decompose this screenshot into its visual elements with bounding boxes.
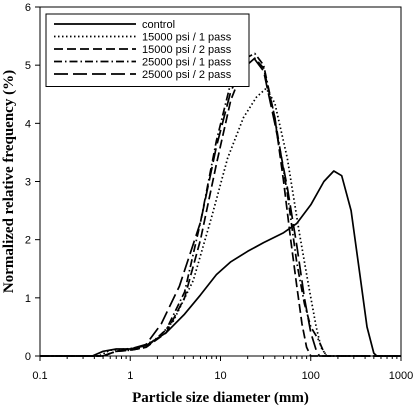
y-tick-label: 5 [25, 60, 31, 72]
y-axis-title: Normalized relative frequency (%) [1, 70, 17, 293]
legend-label: control [142, 19, 175, 31]
y-tick-label: 0 [25, 351, 31, 363]
legend-label: 15000 psi / 1 pass [142, 32, 232, 44]
y-tick-label: 2 [25, 235, 31, 247]
x-tick-label: 100 [302, 370, 320, 382]
legend-label: 25000 psi / 2 pass [142, 69, 232, 81]
series-line [40, 57, 401, 357]
y-tick-label: 4 [25, 118, 31, 130]
series-lines [40, 52, 401, 357]
x-tick-label: 0.1 [32, 370, 47, 382]
series-line [40, 52, 401, 357]
x-tick-label: 1000 [389, 370, 413, 382]
x-axis-title: Particle size diameter (mm) [132, 390, 309, 406]
y-tick-label: 1 [25, 293, 31, 305]
x-tick-label: 10 [214, 370, 226, 382]
x-tick-label: 1 [127, 370, 133, 382]
y-tick-label: 6 [25, 2, 31, 14]
legend-label: 15000 psi / 2 pass [142, 44, 232, 56]
series-line [40, 170, 401, 357]
series-line [40, 58, 401, 357]
plot-area-frame [39, 6, 402, 357]
series-line [40, 87, 401, 357]
y-tick-label: 3 [25, 177, 31, 189]
legend-label: 25000 psi / 1 pass [142, 57, 232, 69]
axis-ticks: 0.1 1 10 100 1000 0 1 2 3 4 5 6 [25, 2, 413, 382]
